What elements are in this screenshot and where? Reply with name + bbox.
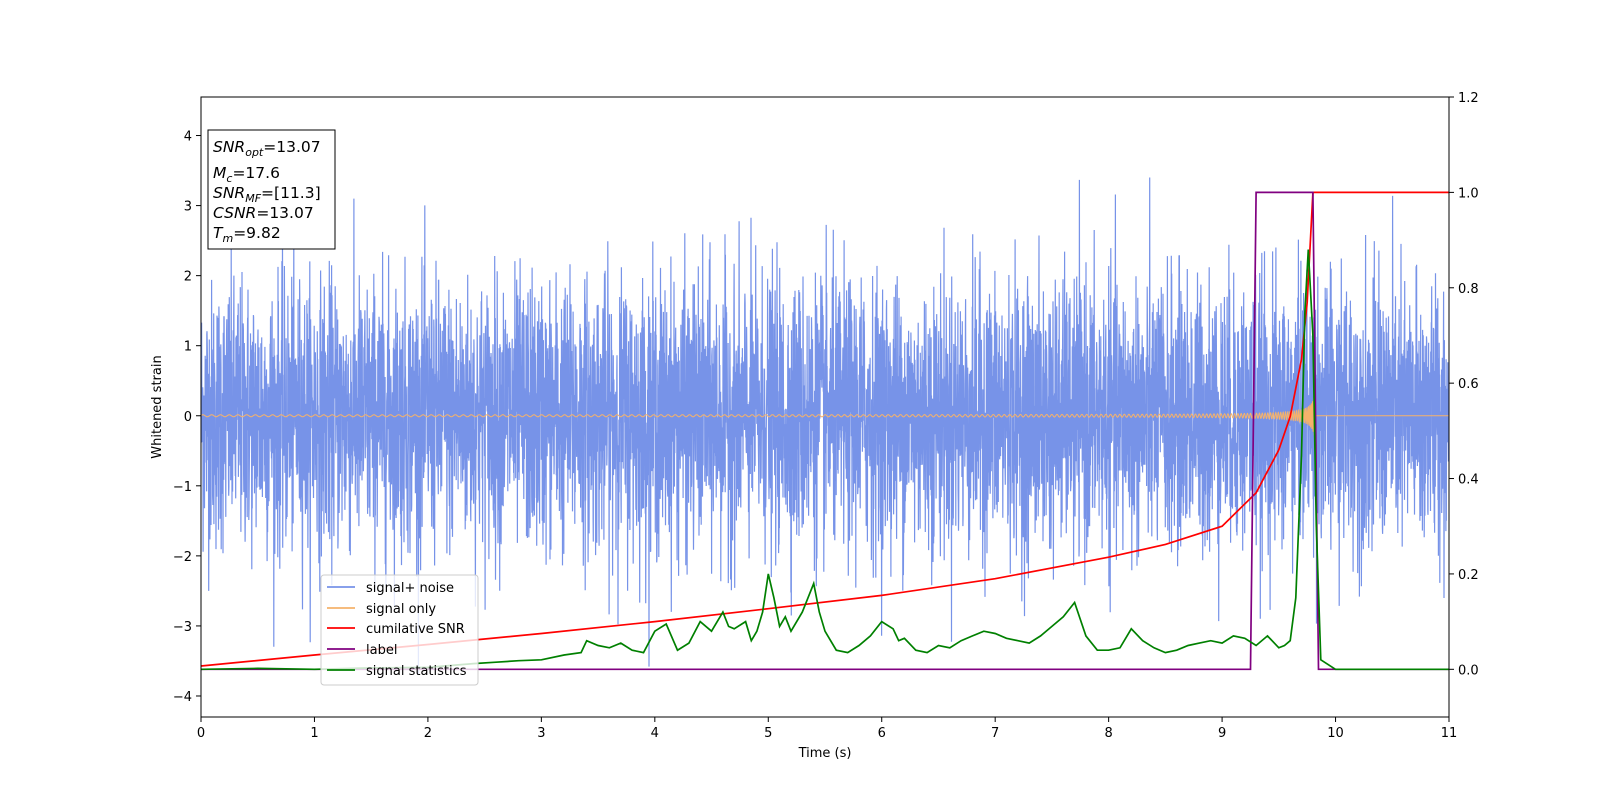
x-tick-label: 2	[424, 726, 432, 741]
legend: signal+ noise signal only cumilative SNR…	[320, 574, 479, 686]
annotation-frame	[207, 129, 336, 250]
y-tick-label: 0	[184, 410, 192, 425]
y-tick-label: 4	[184, 130, 192, 145]
y-axis-right: 0.0 0.2 0.4 0.6 0.8 1.0 1.2	[1449, 91, 1479, 678]
x-tick-label: 11	[1441, 726, 1458, 741]
y2-tick-label: 0.0	[1458, 663, 1479, 678]
annotation-box: SNRopt=13.07 Mc=17.6 SNRMF=[11.3] CSNR=1…	[207, 129, 336, 250]
y-axis-left: −4 −3 −2 −1 0 1 2 3 4	[173, 130, 201, 705]
x-tick-label: 5	[764, 726, 772, 741]
annotation-csnr: CSNR=13.07	[213, 204, 314, 222]
cumulative-snr-line	[201, 191, 1449, 667]
x-axis-label: Time (s)	[798, 746, 852, 761]
y-axis-label: Whitened strain	[150, 355, 165, 458]
legend-label-signal-statistics: signal statistics	[366, 664, 467, 679]
y-tick-label: −3	[173, 620, 192, 635]
annotation-snr-opt: SNRopt=13.07	[213, 138, 321, 159]
legend-frame	[320, 574, 479, 686]
annotation-snr-mf: SNRMF=[11.3]	[213, 184, 321, 205]
x-tick-label: 4	[651, 726, 659, 741]
y-tick-label: −2	[173, 550, 192, 565]
x-axis: 0 1 2 3 4 5 6 7 8 9 10 11	[197, 717, 1457, 741]
axes-frame	[200, 96, 1450, 718]
y2-tick-label: 1.0	[1458, 186, 1479, 201]
x-tick-label: 0	[197, 726, 205, 741]
annotation-mc: Mc=17.6	[213, 164, 280, 185]
y2-tick-label: 0.2	[1458, 568, 1479, 583]
signal-only-line	[201, 393, 1449, 436]
signal-statistics-line	[201, 249, 1449, 671]
y2-tick-label: 0.4	[1458, 473, 1479, 488]
y2-tick-label: 1.2	[1458, 91, 1479, 106]
legend-label-cumulative-snr: cumilative SNR	[366, 622, 465, 637]
x-tick-label: 6	[878, 726, 886, 741]
x-tick-label: 10	[1327, 726, 1344, 741]
y2-tick-label: 0.8	[1458, 282, 1479, 297]
y-tick-label: 3	[184, 200, 192, 215]
x-tick-label: 1	[310, 726, 318, 741]
x-tick-label: 9	[1218, 726, 1226, 741]
y-tick-label: −4	[173, 690, 192, 705]
x-tick-label: 7	[991, 726, 999, 741]
y-tick-label: 1	[184, 340, 192, 355]
plot-area	[201, 177, 1449, 676]
annotation-tm: Tm=9.82	[213, 224, 281, 245]
legend-label-signal-noise: signal+ noise	[366, 581, 454, 596]
x-tick-label: 3	[537, 726, 545, 741]
legend-label-signal-only: signal only	[366, 602, 436, 617]
y2-tick-label: 0.6	[1458, 377, 1479, 392]
legend-label-label: label	[366, 643, 397, 658]
signal-noise-line	[201, 177, 1449, 676]
x-tick-label: 8	[1104, 726, 1112, 741]
y-tick-label: −1	[173, 480, 192, 495]
y-tick-label: 2	[184, 270, 192, 285]
